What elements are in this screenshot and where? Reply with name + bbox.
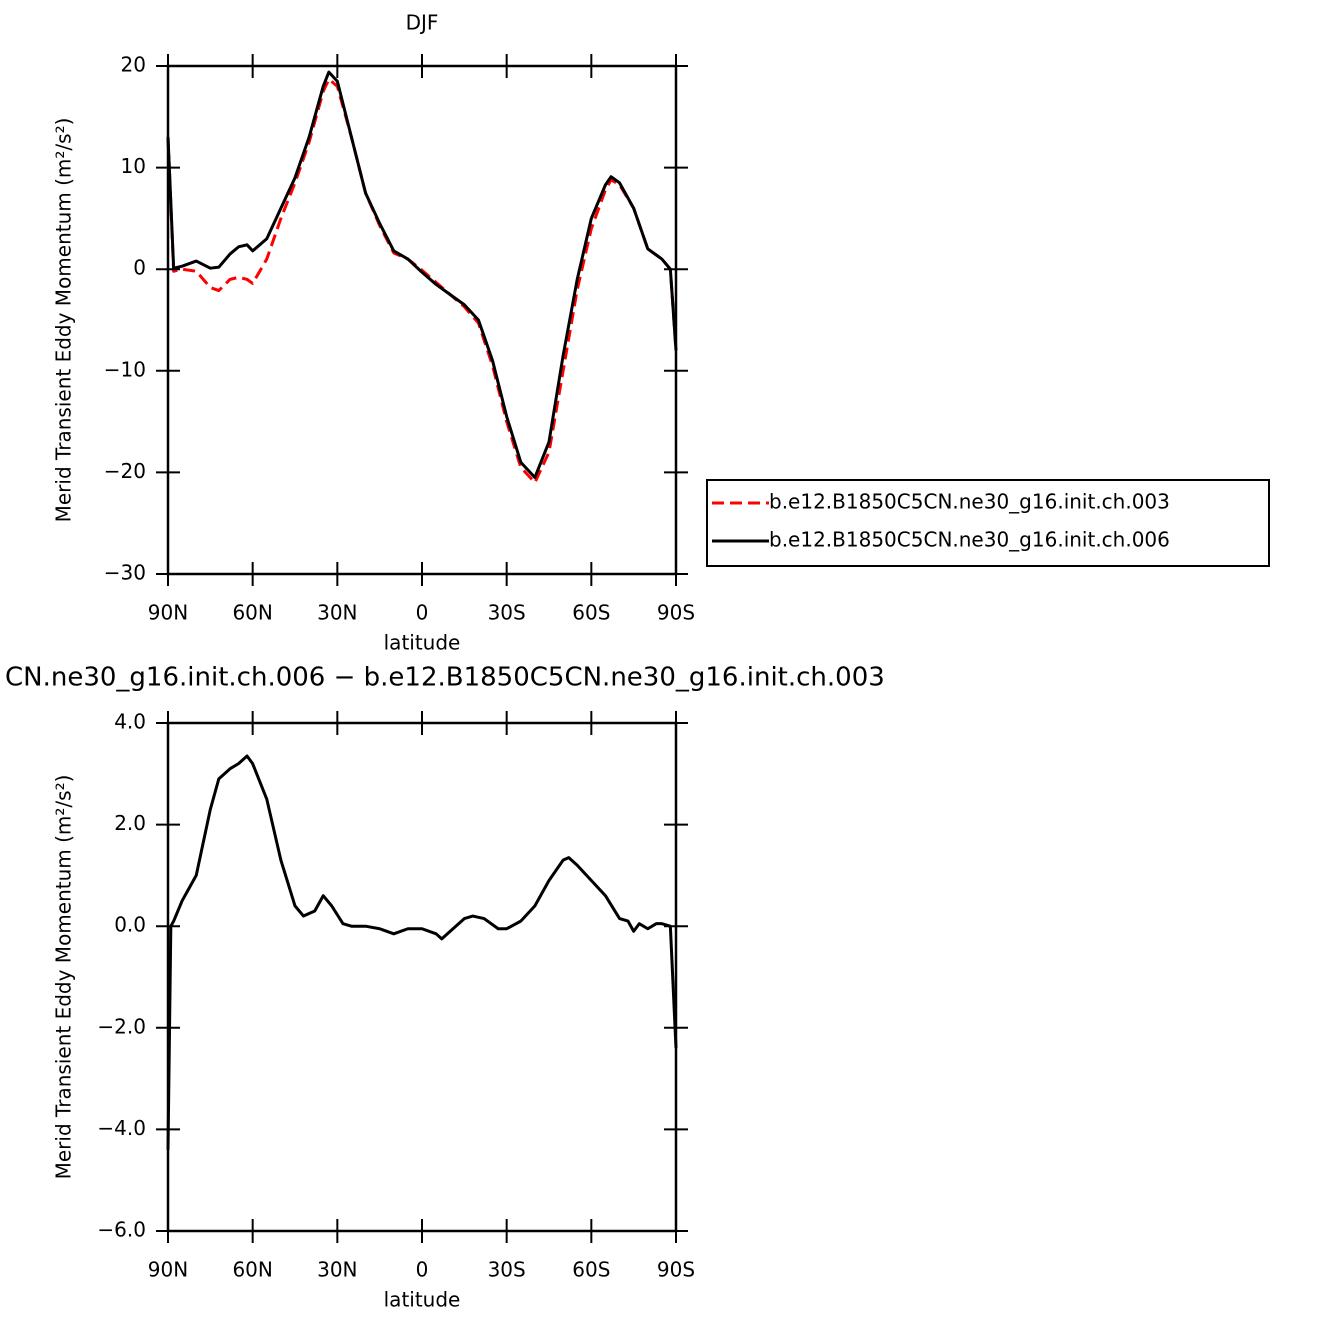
y-tick-label: −4.0 xyxy=(97,1116,146,1140)
x-tick-label: 90N xyxy=(148,601,188,625)
chart-title: DJF xyxy=(406,11,439,35)
y-tick-label: −10 xyxy=(104,357,146,381)
x-tick-label: 90S xyxy=(657,601,695,625)
y-tick-label: 10 xyxy=(121,154,146,178)
x-axis-label: latitude xyxy=(384,631,461,655)
y-tick-label: 4.0 xyxy=(114,710,146,734)
y-tick-label: 0 xyxy=(133,256,146,280)
x-tick-label: 90N xyxy=(148,1258,188,1282)
y-tick-label: 0.0 xyxy=(114,913,146,937)
y-tick-label: −30 xyxy=(104,561,146,585)
x-tick-label: 30S xyxy=(488,601,526,625)
data-line xyxy=(166,754,678,1150)
legend-label: b.e12.B1850C5CN.ne30_g16.init.ch.006 xyxy=(769,528,1170,552)
y-tick-label: 20 xyxy=(121,53,146,77)
x-tick-label: 30S xyxy=(488,1258,526,1282)
y-axis-label: Merid Transient Eddy Momentum (m²/s²) xyxy=(52,118,76,523)
y-tick-label: −2.0 xyxy=(97,1014,146,1038)
y-tick-label: −20 xyxy=(104,459,146,483)
x-tick-label: 90S xyxy=(657,1258,695,1282)
data-line xyxy=(166,70,678,479)
legend-label: b.e12.B1850C5CN.ne30_g16.init.ch.003 xyxy=(769,490,1170,514)
x-tick-label: 60N xyxy=(232,601,272,625)
x-tick-label: 30N xyxy=(317,601,357,625)
x-tick-label: 60N xyxy=(232,1258,272,1282)
x-tick-label: 30N xyxy=(317,1258,357,1282)
y-tick-label: 2.0 xyxy=(114,811,146,835)
plot-frame xyxy=(166,64,678,576)
x-axis-label: latitude xyxy=(384,1288,461,1312)
chart-title: CN.ne30_g16.init.ch.006 − b.e12.B1850C5C… xyxy=(5,663,885,693)
y-tick-label: −6.0 xyxy=(97,1218,146,1242)
x-tick-label: 0 xyxy=(416,601,429,625)
y-axis-label: Merid Transient Eddy Momentum (m²/s²) xyxy=(52,775,76,1180)
data-line xyxy=(166,77,678,485)
x-tick-label: 0 xyxy=(416,1258,429,1282)
x-tick-label: 60S xyxy=(572,601,610,625)
plot-frame xyxy=(166,721,678,1233)
legend-box xyxy=(706,479,1270,567)
x-tick-label: 60S xyxy=(572,1258,610,1282)
